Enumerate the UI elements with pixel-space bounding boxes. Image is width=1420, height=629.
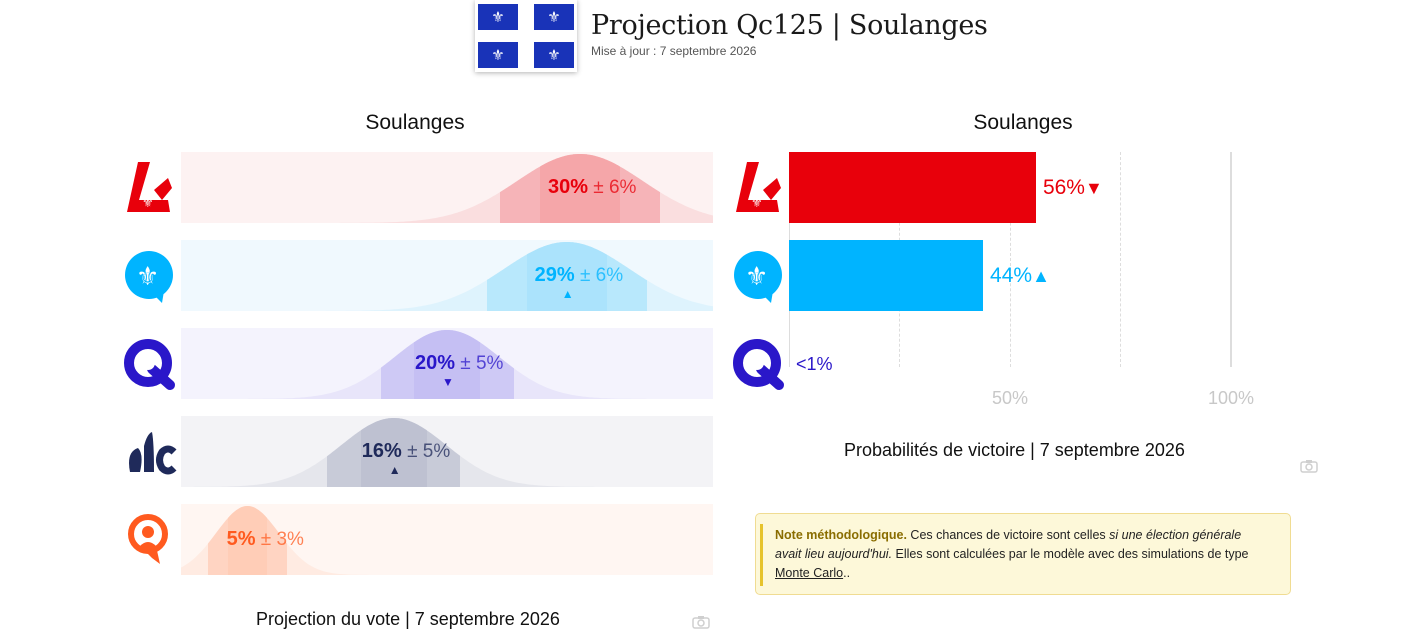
note-text: Note méthodologique. Ces chances de vict… <box>775 526 1268 583</box>
trend-up-icon: ▲ <box>388 463 401 477</box>
vote-percentage: 30% <box>547 176 588 198</box>
monte-carlo-link[interactable]: Monte Carlo <box>775 566 844 580</box>
win-probability-value: <1% <box>796 354 833 374</box>
note-text-part: Elles sont calculées par le modèle avec … <box>892 547 1249 561</box>
svg-text:⚜: ⚜ <box>745 262 768 292</box>
plq-logo-icon: ⚜ <box>124 160 176 216</box>
flag-quadrant: ⚜ <box>534 4 574 30</box>
win-probability-label: 44%▲ <box>990 264 1050 288</box>
win-probability-bar <box>789 240 984 311</box>
note-text-part: Ces chances de victoire sont celles <box>906 528 1110 542</box>
camera-icon[interactable] <box>1300 459 1318 473</box>
vote-label: 20% ± 5% <box>415 352 503 375</box>
win-probability-label: <1% <box>796 354 833 375</box>
svg-text:⚜: ⚜ <box>136 262 159 292</box>
vote-label: 30% ± 6% <box>548 176 636 199</box>
axis-tick-label: 100% <box>1207 388 1255 408</box>
win-probability-label: 56%▼ <box>1043 176 1103 200</box>
vote-row: 16% ± 5% ▲ <box>181 416 713 487</box>
vote-label: 16% ± 5% <box>362 440 450 463</box>
vote-row: 5% ± 3% <box>181 504 713 575</box>
quebec-flag: ⚜ ⚜ ⚜ ⚜ <box>475 0 577 72</box>
camera-icon[interactable] <box>692 615 710 629</box>
trend-up-icon: ▲ <box>1032 266 1050 286</box>
svg-text:⚜: ⚜ <box>142 196 154 211</box>
core-band <box>228 506 267 575</box>
win-panel-title: Soulanges <box>973 111 1073 134</box>
vote-percentage: 5% <box>226 528 256 550</box>
vote-percentage: 20% <box>414 352 455 374</box>
win-panel-caption: Probabilités de victoire | 7 septembre 2… <box>844 440 1185 460</box>
note-text-part: .. <box>843 566 851 580</box>
core-band <box>540 154 620 223</box>
gridline-100 <box>1230 152 1232 367</box>
vote-margin: ± 5% <box>401 441 451 462</box>
trend-down-icon: ▼ <box>1084 178 1103 198</box>
fleur-de-lis-icon: ⚜ <box>547 46 561 64</box>
caq-logo-icon <box>122 337 175 393</box>
axis-tick-label: 50% <box>991 388 1029 408</box>
win-probability-bar <box>789 152 1036 223</box>
win-probability-value: 44% <box>990 264 1033 287</box>
pcq-logo-icon <box>122 428 177 484</box>
flag-quadrant: ⚜ <box>478 4 518 30</box>
vote-margin: ± 6% <box>574 265 624 286</box>
gridline-50 <box>1010 152 1011 367</box>
fleur-de-lis-icon: ⚜ <box>491 8 505 26</box>
vote-row: 30% ± 6% <box>181 152 713 223</box>
vote-panel-title: Soulanges <box>365 111 465 134</box>
flag-quadrant: ⚜ <box>478 42 518 68</box>
vote-distribution <box>181 506 713 575</box>
caq-logo-icon <box>731 337 784 393</box>
update-date: Mise à jour : 7 septembre 2026 <box>591 44 757 58</box>
vote-distribution <box>181 242 713 311</box>
pq-logo-icon: ⚜ <box>124 249 176 305</box>
vote-distribution <box>181 330 713 399</box>
vote-row: 20% ± 5% ▼ <box>181 328 713 399</box>
vote-distribution <box>181 154 713 223</box>
page-title: Projection Qc125 | Soulanges <box>591 10 988 41</box>
vote-panel-caption: Projection du vote | 7 septembre 2026 <box>256 609 560 629</box>
win-probability-value: 56% <box>1042 176 1085 199</box>
fleur-de-lis-icon: ⚜ <box>547 8 561 26</box>
vote-percentage: 29% <box>534 264 575 286</box>
note-italic: si une élection générale avait lieu aujo… <box>775 528 1242 561</box>
gridline-75 <box>1120 152 1121 367</box>
trend-up-icon: ▲ <box>561 287 574 301</box>
pq-logo-icon: ⚜ <box>733 249 785 305</box>
vote-margin: ± 3% <box>255 529 304 550</box>
plq-logo-icon: ⚜ <box>733 160 785 216</box>
vote-label: 29% ± 6% <box>535 264 623 287</box>
vote-distribution <box>181 418 713 487</box>
vote-margin: ± 6% <box>588 177 637 198</box>
trend-down-icon: ▼ <box>442 375 454 389</box>
note-accent-bar <box>760 524 763 586</box>
flag-quadrant: ⚜ <box>534 42 574 68</box>
fleur-de-lis-icon: ⚜ <box>491 46 505 64</box>
svg-text:⚜: ⚜ <box>751 196 763 211</box>
methodology-note: Note méthodologique. Ces chances de vict… <box>755 513 1291 595</box>
vote-margin: ± 5% <box>455 353 504 374</box>
vote-label: 5% ± 3% <box>227 528 304 551</box>
core-band <box>414 330 480 399</box>
core-band <box>527 242 607 311</box>
qs-logo-icon <box>126 512 178 568</box>
core-band <box>361 418 427 487</box>
vote-row: 29% ± 6% ▲ <box>181 240 713 311</box>
note-heading: Note méthodologique. <box>775 528 907 542</box>
vote-percentage: 16% <box>361 440 402 462</box>
